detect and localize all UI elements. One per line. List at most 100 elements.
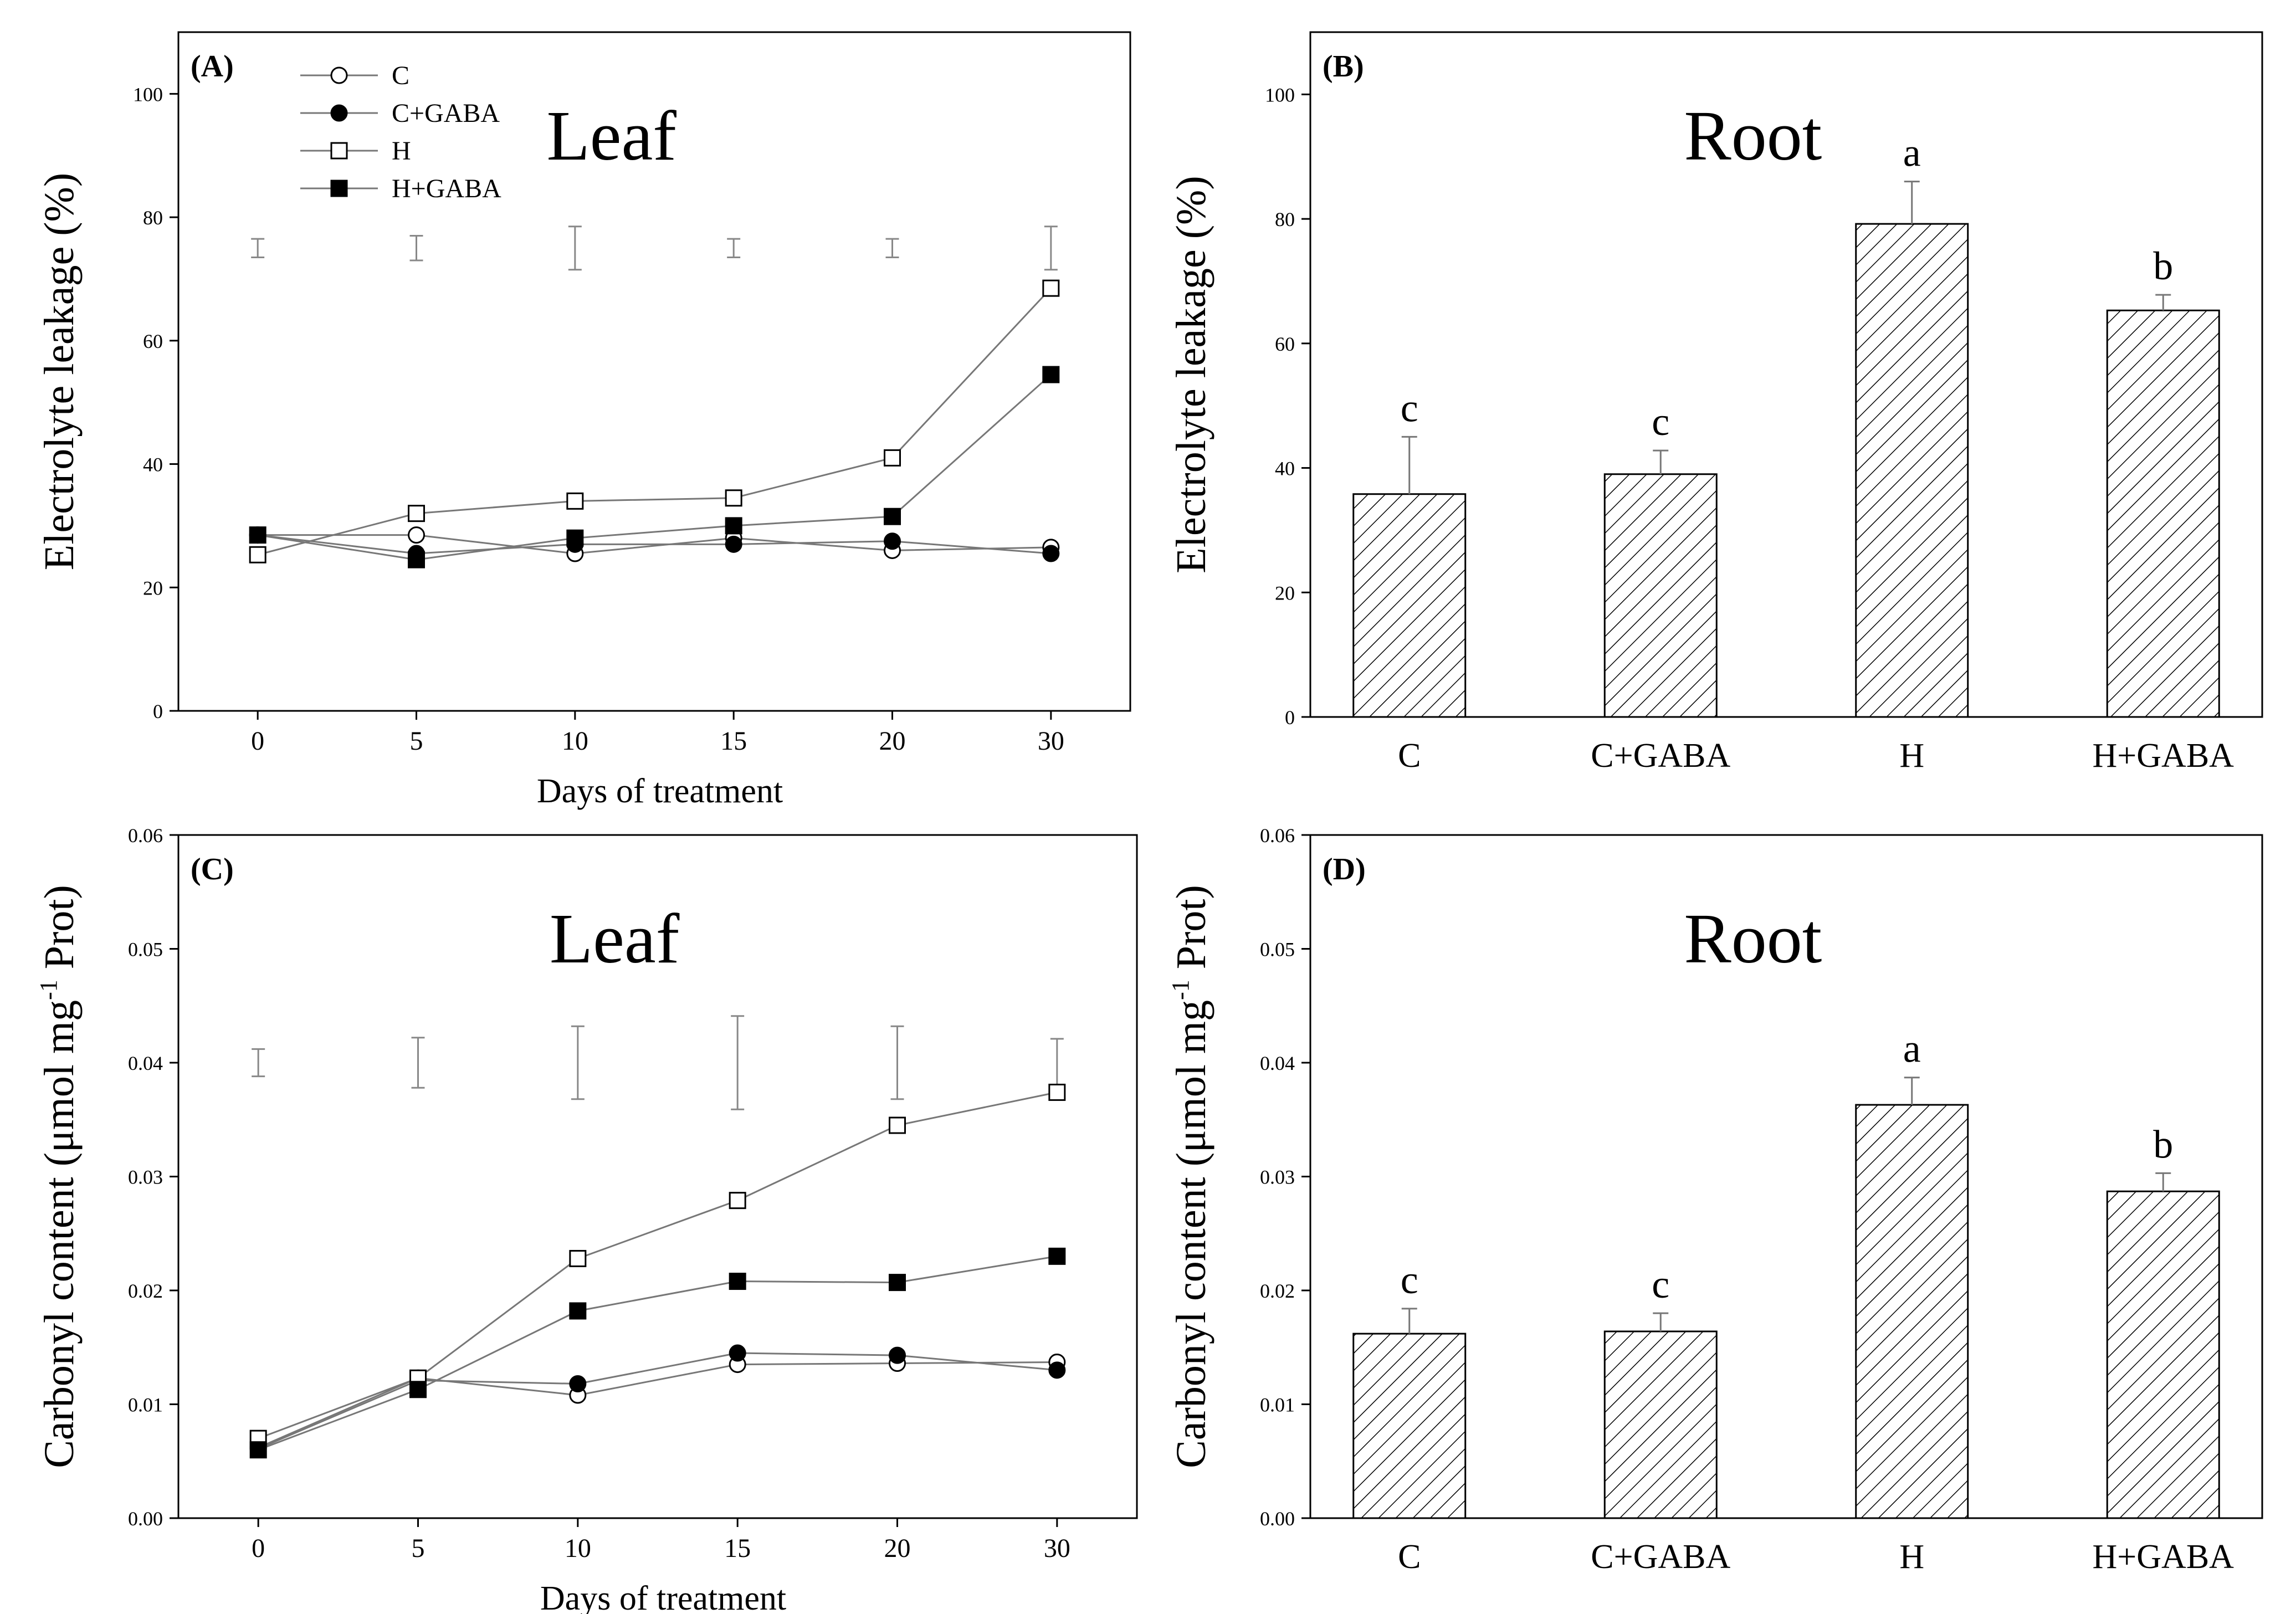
y-tick-label: 0.00 [1260,1508,1295,1530]
panel-c: 0.00 0.01 0.02 0.03 0.04 0.05 0.06 Carbonyl con… [35,824,1138,1614]
significance-letter: b [2153,1122,2173,1166]
bar-h [1855,223,1969,718]
x-category-label: H+GABA [2093,737,2234,775]
data-point [725,517,742,535]
x-category-label: C [1398,737,1421,775]
y-tick-label: 0.05 [1260,939,1295,961]
y-tick-label: 0.04 [1260,1052,1295,1074]
y-tick-label: 0.04 [128,1052,163,1074]
data-point [884,449,901,467]
error-bar [885,238,899,258]
data-point [729,1273,746,1290]
bar-c-gaba [1603,473,1718,718]
data-point [249,1441,267,1459]
bar-h-gaba [2106,309,2220,718]
y-axis-label: Carbonyl content (μmol mg-1 Prot) [1167,885,1214,1468]
y-axis-label: Carbonyl content (μmol mg-1 Prot) [35,885,83,1468]
legend-marker [330,66,348,84]
x-tick-label: 10 [562,726,588,756]
y-tick-label: 80 [1275,208,1295,230]
x-tick-label: 0 [252,1534,265,1563]
error-bar [1904,1077,1920,1105]
data-point [889,1116,906,1134]
error-bar [571,1025,585,1100]
error-bar [2155,294,2171,311]
data-point [408,526,425,544]
bar-c [1352,1333,1467,1519]
y-tick-label: 0.00 [128,1508,163,1530]
chart-title: Leaf [546,96,676,175]
x-tick-label: 20 [884,1534,911,1563]
error-bar [1653,1312,1669,1331]
y-tick-label: 0.03 [1260,1166,1295,1188]
error-bar [252,1048,265,1078]
y-axis-label-main: Carbonyl content (μmol mg [1168,1000,1214,1468]
error-bar [890,1025,904,1100]
y-tick-label: 0.02 [1260,1280,1295,1302]
x-tick-label: 30 [1044,1534,1070,1563]
error-bar [568,226,582,271]
y-tick-label: 0.06 [128,824,163,847]
y-tick-label: 0.02 [128,1280,163,1302]
panel-b: 0 20 40 60 80 100 Electrolyte leakage (%) (B) Ro… [1168,31,2263,775]
x-category-label: H [1899,1538,1924,1576]
series-line [258,1361,1057,1448]
error-bar [1653,449,1669,474]
y-tick-label: 0.06 [1260,824,1295,847]
series-line [258,534,1051,555]
data-point [566,492,584,510]
y-tick-label: 0.01 [1260,1394,1295,1416]
y-axis-label: Electrolyte leakage (%) [36,173,83,570]
data-point [889,1274,906,1292]
data-point [569,1375,587,1393]
series-h [249,279,1060,563]
x-axis-label: Days of treatment [537,772,783,810]
data-point [1042,366,1060,383]
legend-label: H [392,136,411,166]
panel-label: (D) [1323,852,1366,887]
y-axis-label-suffix: Prot) [36,885,83,980]
data-point [729,1192,746,1210]
series-line [257,373,1052,561]
data-point [249,546,266,563]
y-tick-label: 40 [1275,458,1295,480]
y-tick-label: 100 [133,83,163,105]
error-bar [731,1015,745,1110]
y-tick-label: 60 [143,330,163,352]
x-tick-label: 10 [565,1534,591,1563]
x-tick-label: 30 [1038,726,1064,756]
bar-h [1855,1104,1969,1519]
significance-letter: c [1401,386,1418,430]
significance-letter: c [1652,399,1669,444]
panel-d: 0.00 0.01 0.02 0.03 0.04 0.05 0.06 Carbonyl con… [1167,824,2263,1576]
series-line [258,1352,1057,1450]
x-tick-label: 5 [410,726,423,756]
data-point [889,1346,906,1364]
y-tick-label: 100 [1265,84,1295,106]
bar-c-gaba [1603,1330,1718,1519]
data-point [729,1344,746,1362]
significance-letter: c [1652,1262,1669,1306]
legend: C C+GABA H H+GABA [300,61,501,203]
x-axis-label: Days of treatment [540,1580,786,1614]
panel-label: (B) [1323,49,1364,84]
y-axis-label-main: Electrolyte leakage (%) [36,173,83,570]
error-bar [409,235,423,262]
error-bar [411,1037,425,1089]
bar-h-gaba [2106,1190,2220,1519]
legend-label: C [392,61,409,90]
series-line [257,534,1051,555]
series-line [258,1255,1058,1451]
x-tick-label: 0 [251,726,264,756]
data-point [408,505,425,522]
data-point [1042,279,1060,297]
data-point [725,489,742,507]
data-point [884,532,901,550]
data-point [566,529,584,547]
y-axis-label-sup: -1 [1167,980,1194,1000]
y-axis-label-sup: -1 [35,980,62,1000]
legend-marker [330,142,348,160]
data-point [408,551,425,568]
